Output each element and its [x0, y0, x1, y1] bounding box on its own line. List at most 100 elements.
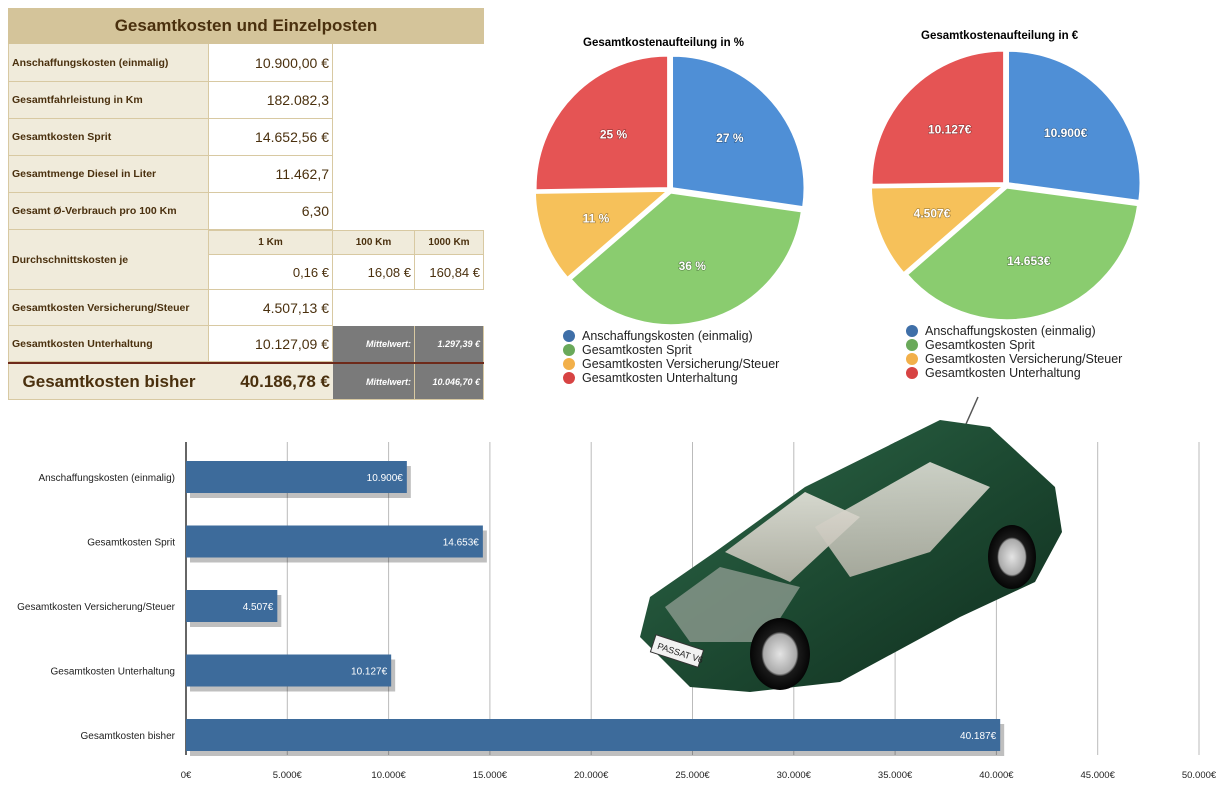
pie-legend: Anschaffungskosten (einmalig) Gesamtkost…: [906, 324, 1122, 380]
x-tick-label: 15.000€: [473, 770, 508, 781]
row-value[interactable]: 4.507,13 €: [209, 290, 333, 326]
pie-slice: [534, 190, 670, 279]
summary-title: Gesamtkosten und Einzelposten: [8, 8, 484, 44]
avg-cost-grid: 1 Km 100 Km 1000 Km 0,16 € 16,08 € 160,8…: [209, 230, 484, 290]
pie-slice: [871, 50, 1005, 186]
y-category-label: Anschaffungskosten (einmalig): [38, 473, 175, 484]
pie-slice: [535, 55, 669, 191]
legend-label: Anschaffungskosten (einmalig): [925, 324, 1096, 338]
x-tick-label: 35.000€: [878, 770, 913, 781]
table-row: Gesamtkosten Versicherung/Steuer 4.507,1…: [8, 290, 333, 326]
legend-label: Anschaffungskosten (einmalig): [582, 329, 753, 343]
pie-chart-percent: Gesamtkostenaufteilung in % 27 % 36 % 11 %…: [520, 0, 850, 395]
pie-slice: [1007, 50, 1142, 202]
x-tick-label: 50.000€: [1182, 770, 1217, 781]
legend-swatch-blue: [563, 330, 575, 342]
legend-item: Gesamtkosten Versicherung/Steuer: [906, 352, 1122, 366]
front-wheel: [750, 618, 810, 690]
summary-table: Gesamtkosten und Einzelposten Anschaffun…: [8, 8, 484, 400]
total-label: Gesamtkosten bisher: [9, 364, 209, 399]
x-tick-label: 45.000€: [1081, 770, 1116, 781]
legend-label: Gesamtkosten Sprit: [582, 343, 692, 357]
legend-item: Gesamtkosten Versicherung/Steuer: [563, 357, 779, 371]
legend-swatch-green: [563, 344, 575, 356]
pie-title: Gesamtkostenaufteilung in €: [921, 30, 1079, 42]
legend-item: Gesamtkosten Unterhaltung: [906, 366, 1122, 380]
table-row: Gesamtfahrleistung in Km 182.082,3: [8, 82, 333, 119]
table-row: Anschaffungskosten (einmalig) 10.900,00 …: [8, 44, 333, 82]
pie-data-label: 10.127€: [928, 122, 972, 136]
total-mean-value: 10.046,70 €: [415, 364, 484, 399]
legend-item: Gesamtkosten Unterhaltung: [563, 371, 779, 385]
pie-chart-euro: Gesamtkostenaufteilung in € 10.900€ 14.65…: [860, 0, 1190, 395]
table-row: Gesamt Ø-Verbrauch pro 100 Km 6,30: [8, 193, 333, 230]
x-tick-label: 40.000€: [979, 770, 1014, 781]
legend-label: Gesamtkosten Unterhaltung: [582, 371, 738, 385]
bar-value-label: 4.507€: [243, 602, 274, 613]
legend-swatch-blue: [906, 325, 918, 337]
total-mean-label: Mittelwert:: [333, 364, 415, 399]
mean-label: Mittelwert:: [333, 326, 415, 362]
legend-swatch-green: [906, 339, 918, 351]
pie-slice: [870, 185, 1006, 274]
row-label: Gesamtkosten Versicherung/Steuer: [8, 290, 209, 326]
total-value[interactable]: 40.186,78 €: [209, 364, 333, 399]
windshield: [725, 492, 860, 582]
row-label: Gesamtmenge Diesel in Liter: [8, 156, 209, 193]
pie-data-label: 11 %: [583, 211, 610, 225]
x-tick-label: 5.000€: [273, 770, 303, 781]
legend-swatch-red: [906, 367, 918, 379]
bar-value-label: 10.127€: [351, 667, 388, 678]
avg-cost-label: Durchschnittskosten je: [8, 230, 209, 290]
maintenance-row: Gesamtkosten Unterhaltung 10.127,09 € Mi…: [8, 326, 484, 362]
x-tick-label: 30.000€: [777, 770, 812, 781]
legend-label: Gesamtkosten Versicherung/Steuer: [925, 352, 1123, 366]
row-value[interactable]: 182.082,3: [209, 82, 333, 119]
bar: [186, 590, 278, 622]
bar: [186, 525, 483, 558]
pie-title: Gesamtkostenaufteilung in %: [583, 37, 745, 49]
row-label: Anschaffungskosten (einmalig): [8, 44, 209, 82]
pie-data-label: 25 %: [600, 127, 628, 141]
pie-svg: 10.900€ 14.653€ 4.507€ 10.127€: [870, 50, 1142, 321]
table-row: Gesamtkosten Sprit 14.652,56 €: [8, 119, 333, 156]
legend-item: Anschaffungskosten (einmalig): [563, 329, 779, 343]
pie-data-label: 36 %: [679, 259, 707, 273]
bar: [186, 719, 1001, 751]
bar-value-label: 40.187€: [960, 731, 997, 742]
x-tick-label: 10.000€: [371, 770, 406, 781]
avg-header-1000km: 1000 Km: [415, 230, 484, 255]
total-divider: [8, 362, 484, 364]
pie-svg: 27 % 36 % 11 % 25 %: [534, 55, 806, 326]
legend-item: Gesamtkosten Sprit: [906, 338, 1122, 352]
pie-slice: [671, 55, 806, 208]
bar: [186, 461, 407, 493]
pie-data-label: 10.900€: [1044, 126, 1088, 140]
row-value[interactable]: 6,30: [209, 193, 333, 230]
avg-cost-row: Durchschnittskosten je 1 Km 100 Km 1000 …: [8, 230, 484, 290]
row-value[interactable]: 14.652,56 €: [209, 119, 333, 156]
row-value[interactable]: 11.462,7: [209, 156, 333, 193]
pie-slice: [570, 192, 803, 326]
antenna: [965, 396, 979, 425]
table-row: Gesamtmenge Diesel in Liter 11.462,7: [8, 156, 333, 193]
avg-value-1000km[interactable]: 160,84 €: [415, 255, 484, 290]
row-value[interactable]: 10.900,00 €: [209, 44, 333, 82]
avg-header-100km: 100 Km: [333, 230, 415, 255]
x-tick-label: 20.000€: [574, 770, 609, 781]
row-label: Gesamtkosten Unterhaltung: [8, 326, 209, 362]
y-category-label: Gesamtkosten Unterhaltung: [50, 667, 175, 678]
avg-value-100km[interactable]: 16,08 €: [333, 255, 415, 290]
side-windows: [815, 462, 990, 577]
row-label: Gesamtfahrleistung in Km: [8, 82, 209, 119]
avg-value-1km[interactable]: 0,16 €: [209, 255, 333, 290]
pie-data-label: 27 %: [716, 131, 744, 145]
legend-item: Gesamtkosten Sprit: [563, 343, 779, 357]
car-image: PASSAT V6: [640, 396, 1062, 692]
legend-swatch-red: [563, 372, 575, 384]
x-tick-label: 0€: [181, 770, 192, 781]
legend-label: Gesamtkosten Sprit: [925, 338, 1035, 352]
legend-item: Anschaffungskosten (einmalig): [906, 324, 1122, 338]
row-value[interactable]: 10.127,09 €: [209, 326, 333, 362]
y-category-label: Gesamtkosten Versicherung/Steuer: [17, 602, 176, 613]
